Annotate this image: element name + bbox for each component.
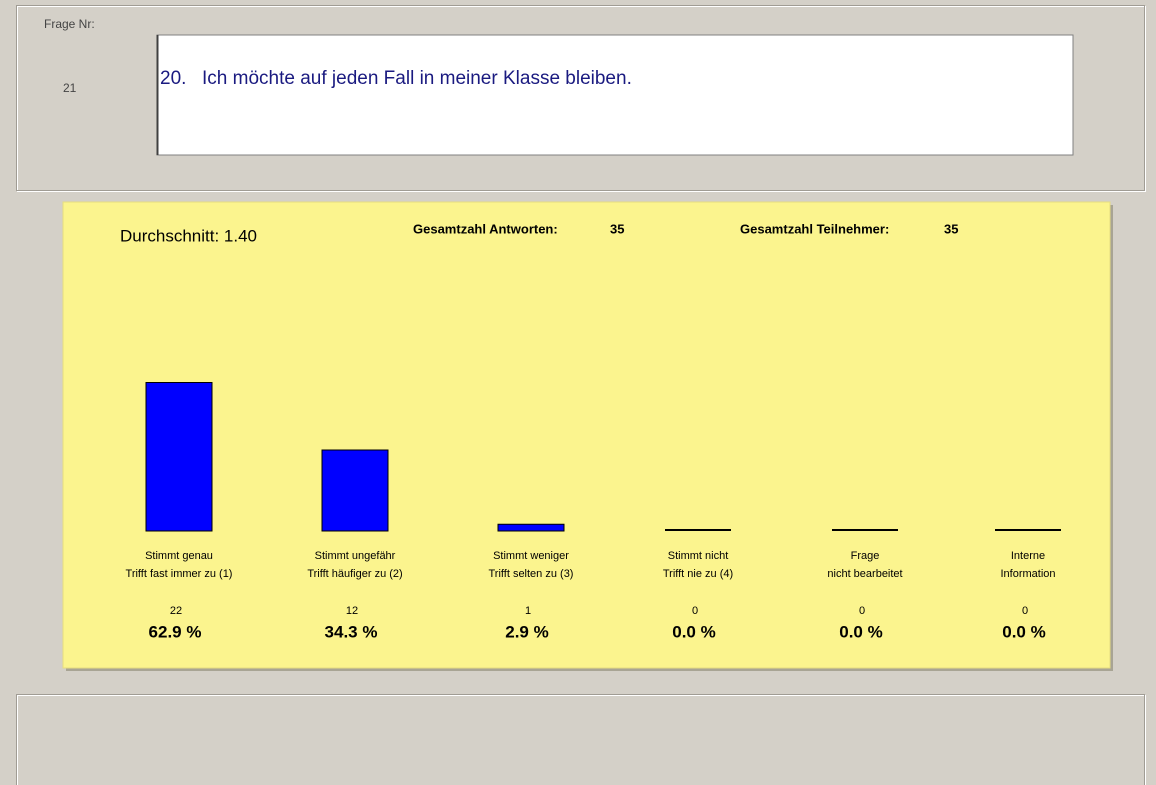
percent-label: 2.9 % [505,622,548,641]
category-label: Trifft selten zu (3) [489,568,574,580]
answers-label: Gesamtzahl Antworten: [413,221,558,236]
percent-label: 0.0 % [672,622,715,641]
category-label: Information [1000,568,1055,580]
question-number: 21 [63,81,77,95]
question-number-label: Frage Nr: [44,17,95,31]
count-label: 0 [692,605,698,617]
count-label: 12 [346,605,358,617]
category-label: Stimmt genau [145,550,213,562]
chart-panel [62,201,1111,669]
category-label: Trifft häufiger zu (2) [307,568,402,580]
bar [832,529,898,531]
bar [321,449,389,532]
count-label: 0 [1022,605,1028,617]
question-box [156,34,1074,156]
bar [665,529,731,531]
question-panel [17,6,1146,192]
category-label: Interne [1011,550,1045,562]
percent-label: 0.0 % [1002,622,1045,641]
count-label: 22 [170,605,182,617]
percent-label: 62.9 % [149,622,202,641]
question-index: 20. [160,68,186,89]
category-label: Trifft nie zu (4) [663,568,733,580]
participants-count: 35 [944,221,958,236]
bar [145,382,213,532]
category-label: Stimmt weniger [493,550,569,562]
question-panel-edge [16,5,1145,191]
category-label: Frage [851,550,880,562]
percent-label: 0.0 % [839,622,882,641]
category-label: Trifft fast immer zu (1) [126,568,233,580]
bar [995,529,1061,531]
bottom-panel-edge [16,694,1145,785]
average: Durchschnitt: 1.40 [120,226,257,245]
category-label: Stimmt nicht [668,550,729,562]
category-label: Stimmt ungefähr [315,550,396,562]
category-label: nicht bearbeitet [827,568,902,580]
participants-label: Gesamtzahl Teilnehmer: [740,221,889,236]
question-text: Ich möchte auf jeden Fall in meiner Klas… [202,68,632,89]
percent-label: 34.3 % [325,622,378,641]
bar [497,523,565,532]
bottom-panel [17,695,1146,785]
count-label: 1 [525,605,531,617]
answers-count: 35 [610,221,624,236]
count-label: 0 [859,605,865,617]
